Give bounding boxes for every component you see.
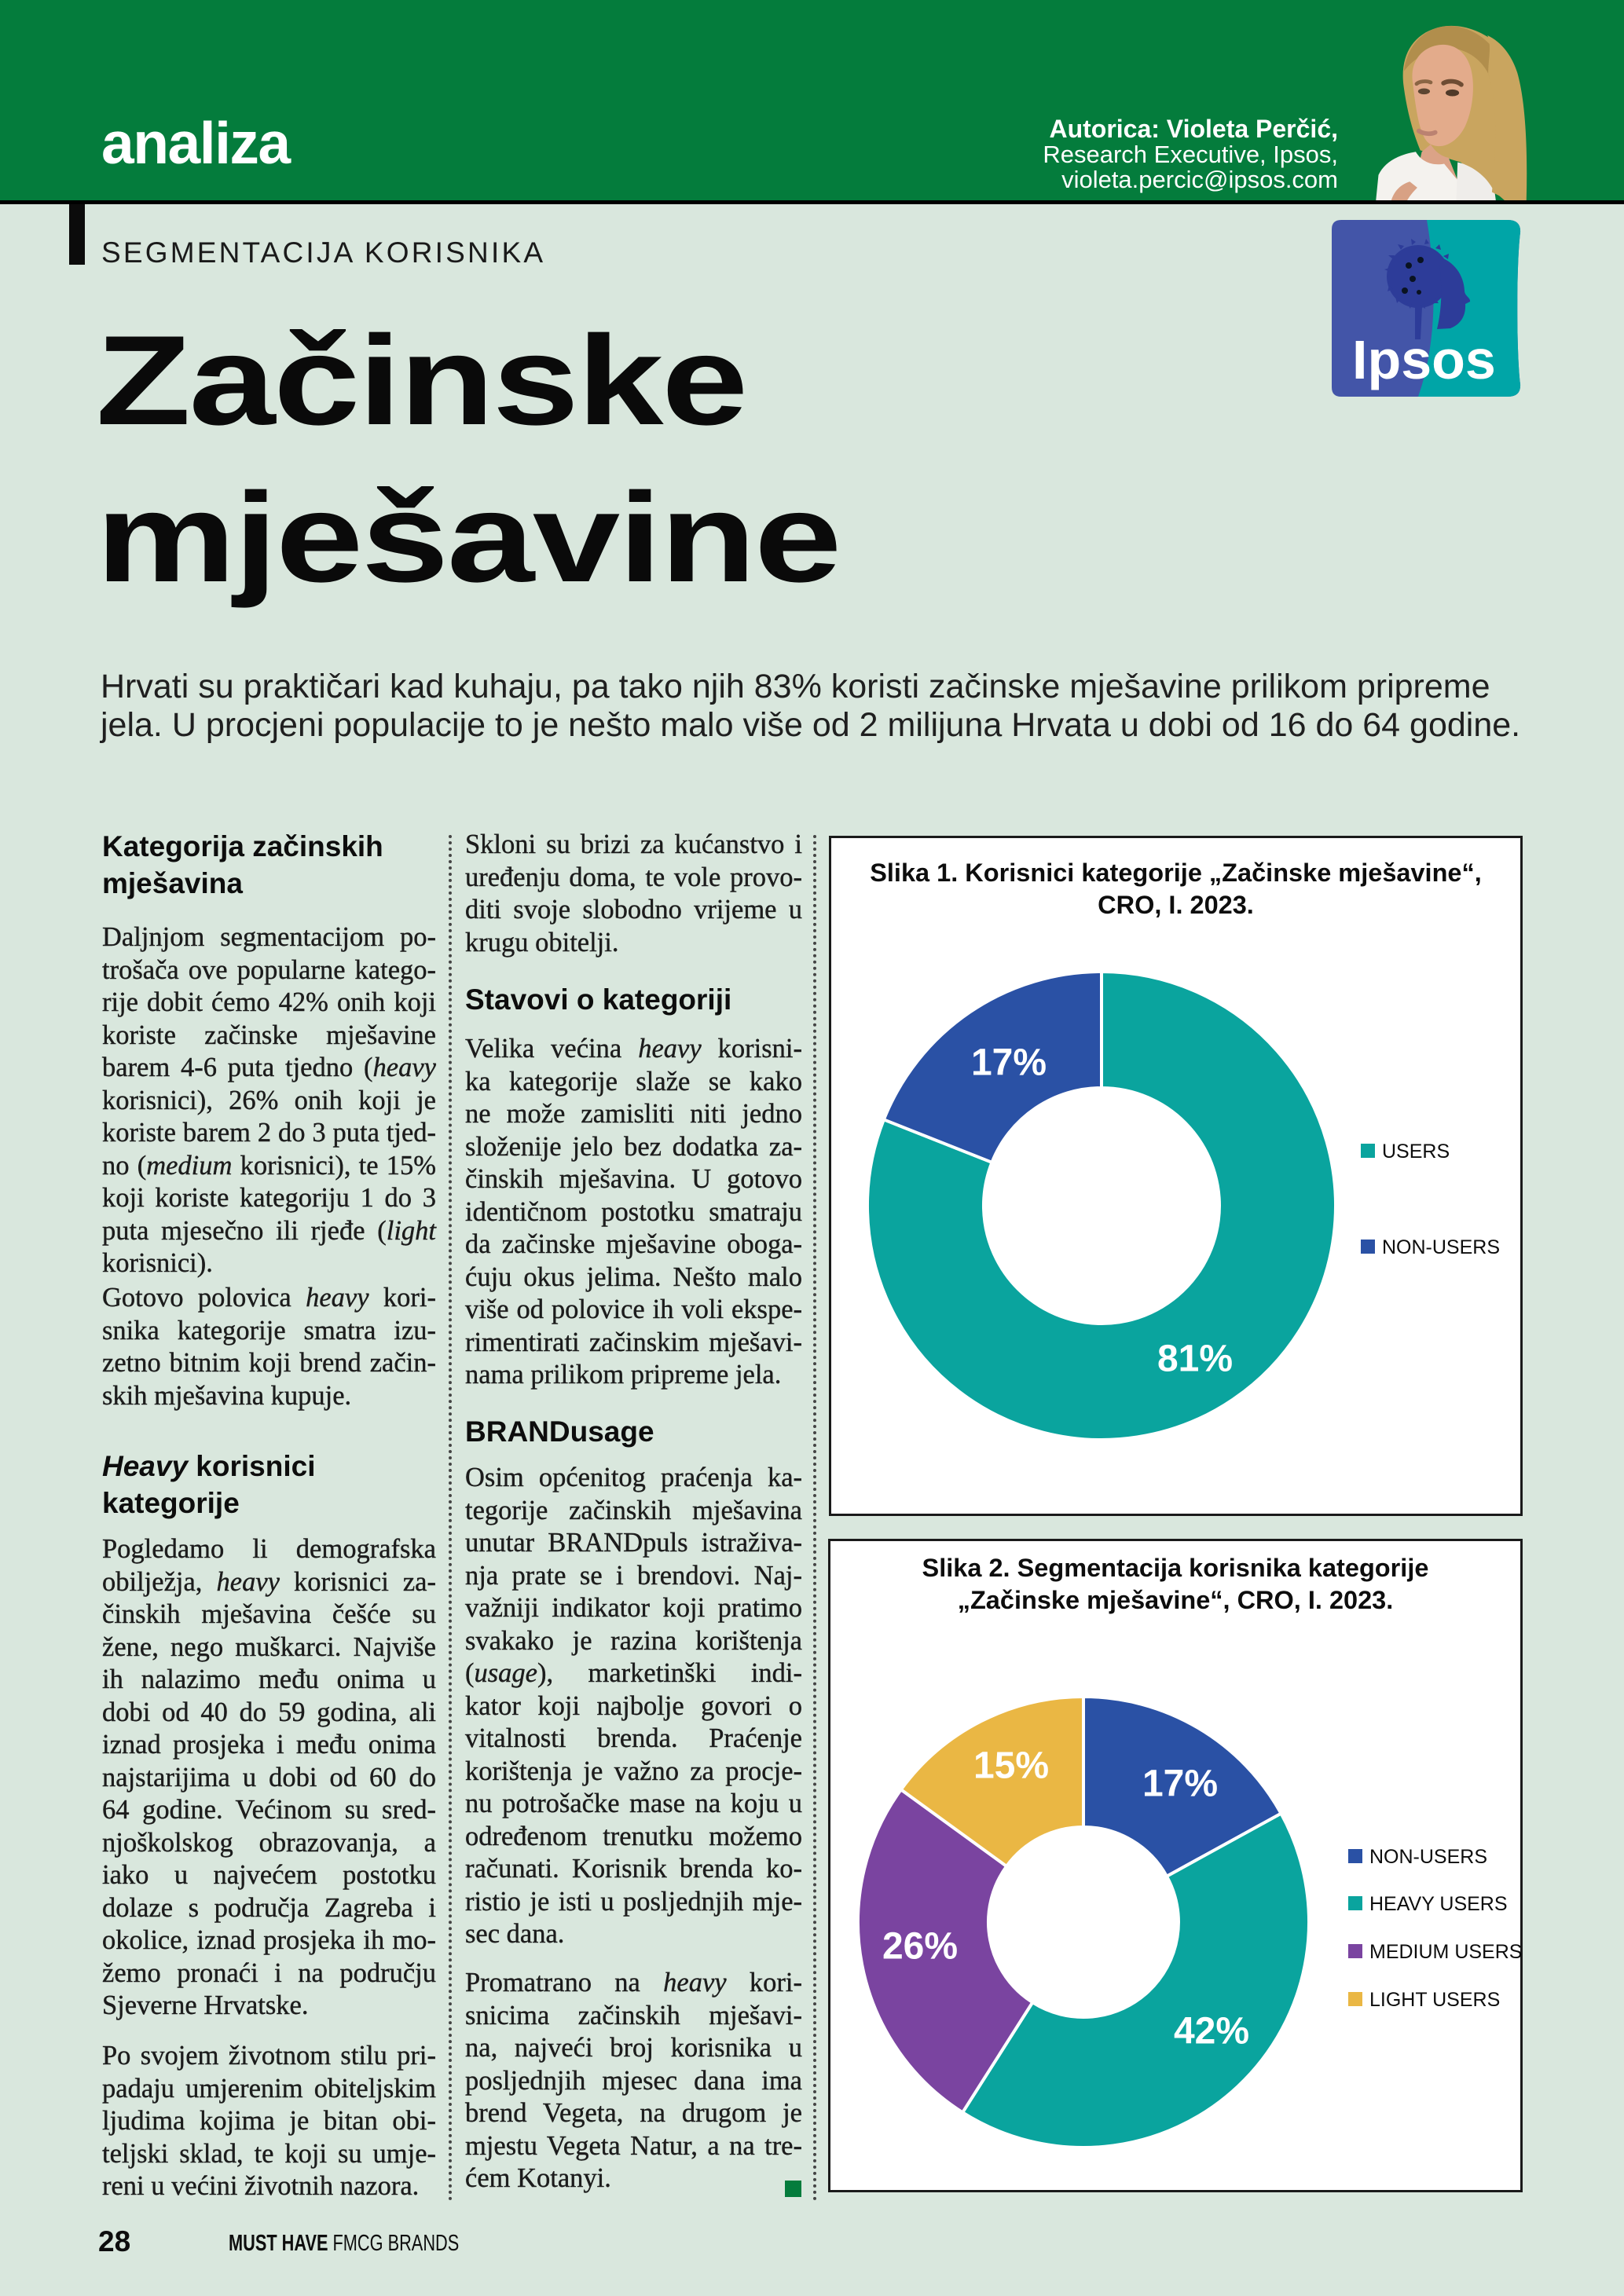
svg-text:Ipsos: Ipsos bbox=[1352, 329, 1496, 390]
